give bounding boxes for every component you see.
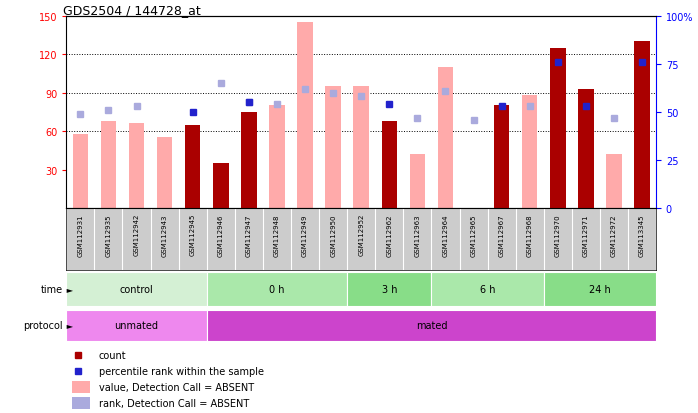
Text: GSM112943: GSM112943 xyxy=(162,214,168,256)
Bar xyxy=(207,273,347,306)
Bar xyxy=(410,155,425,209)
Text: GSM112968: GSM112968 xyxy=(527,214,533,256)
Text: GSM112963: GSM112963 xyxy=(415,214,420,256)
Text: mated: mated xyxy=(416,320,447,330)
Bar xyxy=(325,87,341,209)
Bar xyxy=(241,113,257,209)
Bar xyxy=(353,87,369,209)
Bar xyxy=(544,273,656,306)
Text: percentile rank within the sample: percentile rank within the sample xyxy=(98,366,264,376)
Text: GSM112935: GSM112935 xyxy=(105,214,112,256)
Text: GSM113345: GSM113345 xyxy=(639,214,645,256)
Text: GSM112950: GSM112950 xyxy=(330,214,336,256)
Bar xyxy=(382,121,397,209)
Bar xyxy=(438,68,453,209)
Bar xyxy=(550,48,565,209)
Bar xyxy=(578,90,593,209)
Bar xyxy=(73,134,88,209)
Bar xyxy=(431,273,544,306)
Text: count: count xyxy=(98,351,126,361)
Bar xyxy=(66,310,207,341)
Text: GSM112931: GSM112931 xyxy=(77,214,83,256)
Text: GSM112952: GSM112952 xyxy=(358,214,364,256)
Text: GSM112948: GSM112948 xyxy=(274,214,280,256)
Text: rank, Detection Call = ABSENT: rank, Detection Call = ABSENT xyxy=(98,398,249,408)
Text: GSM112971: GSM112971 xyxy=(583,214,589,256)
Text: unmated: unmated xyxy=(114,320,158,330)
Text: protocol: protocol xyxy=(23,320,63,330)
Text: GSM112970: GSM112970 xyxy=(555,214,560,256)
Text: GSM112967: GSM112967 xyxy=(498,214,505,256)
Bar xyxy=(297,23,313,209)
Bar xyxy=(72,397,90,410)
Text: GSM112965: GSM112965 xyxy=(470,214,477,256)
Text: GSM112945: GSM112945 xyxy=(190,214,195,256)
Text: GSM112947: GSM112947 xyxy=(246,214,252,256)
Bar xyxy=(66,273,207,306)
Text: control: control xyxy=(119,285,154,294)
Text: ►: ► xyxy=(64,321,73,330)
Text: GSM112972: GSM112972 xyxy=(611,214,617,256)
Bar xyxy=(207,310,656,341)
Bar xyxy=(269,106,285,209)
Text: 0 h: 0 h xyxy=(269,285,285,294)
Bar xyxy=(101,121,116,209)
Text: value, Detection Call = ABSENT: value, Detection Call = ABSENT xyxy=(98,382,254,392)
Text: GSM112964: GSM112964 xyxy=(443,214,449,256)
Text: GSM112962: GSM112962 xyxy=(386,214,392,256)
Text: 24 h: 24 h xyxy=(589,285,611,294)
Bar xyxy=(213,164,228,209)
Bar xyxy=(634,42,650,209)
Text: GDS2504 / 144728_at: GDS2504 / 144728_at xyxy=(64,4,201,17)
Bar xyxy=(347,273,431,306)
Bar xyxy=(213,164,228,209)
Text: 3 h: 3 h xyxy=(382,285,397,294)
Text: GSM112942: GSM112942 xyxy=(133,214,140,256)
Text: ►: ► xyxy=(64,285,73,294)
Bar xyxy=(157,138,172,209)
Bar xyxy=(72,381,90,393)
Text: GSM112946: GSM112946 xyxy=(218,214,224,256)
Bar xyxy=(129,124,144,209)
Bar xyxy=(494,106,510,209)
Bar xyxy=(185,125,200,209)
Text: time: time xyxy=(40,285,63,294)
Bar xyxy=(241,113,257,209)
Text: GSM112949: GSM112949 xyxy=(302,214,308,256)
Text: 6 h: 6 h xyxy=(480,285,496,294)
Bar xyxy=(607,155,622,209)
Bar xyxy=(522,96,537,209)
